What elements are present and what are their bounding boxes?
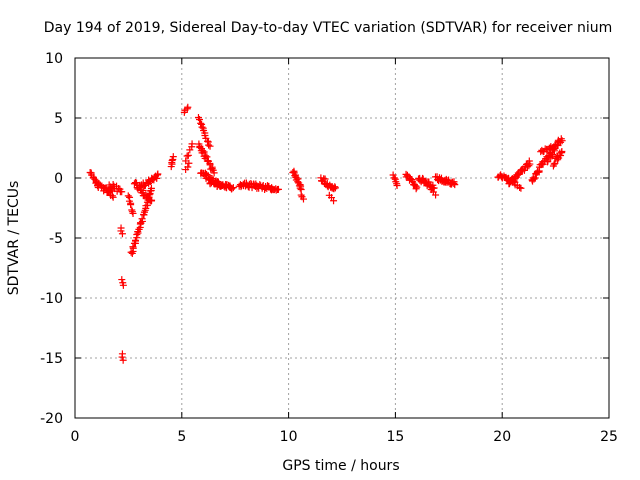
data-point	[184, 163, 192, 171]
data-point	[515, 170, 523, 178]
axis-ticks: 0 5 10 15 20 25 -20 -15 -10 -5 0 5 10	[40, 51, 618, 445]
data-point	[390, 174, 398, 182]
data-point	[331, 184, 339, 192]
data-point	[118, 230, 126, 238]
x-tick-label: 0	[71, 429, 80, 445]
data-point	[184, 103, 192, 111]
data-point	[526, 160, 534, 168]
data-point	[133, 231, 141, 239]
x-axis-label: GPS time / hours	[282, 458, 399, 474]
data-point	[199, 147, 207, 155]
x-tick-label: 5	[177, 429, 186, 445]
data-point	[168, 156, 176, 164]
x-tick-label: 20	[493, 429, 511, 445]
data-point	[129, 244, 137, 252]
data-point	[425, 178, 433, 186]
data-point	[138, 215, 146, 223]
data-point	[450, 178, 458, 186]
data-point	[451, 181, 459, 189]
data-point	[551, 159, 559, 167]
data-point	[330, 197, 338, 205]
x-tick-label: 15	[386, 429, 404, 445]
data-point	[124, 192, 132, 200]
data-point	[147, 184, 155, 192]
x-tick-label: 25	[600, 429, 618, 445]
data-point	[208, 163, 216, 171]
data-point	[137, 219, 145, 227]
y-tick-label: 0	[54, 171, 63, 187]
data-point	[299, 195, 307, 203]
data-point	[558, 137, 566, 145]
y-tick-label: 10	[45, 51, 63, 67]
data-point	[198, 123, 206, 131]
data-point	[228, 185, 236, 193]
data-point	[109, 193, 117, 201]
y-tick-label: -20	[40, 411, 63, 427]
data-point	[118, 353, 126, 361]
data-point	[557, 138, 565, 146]
data-point	[127, 201, 135, 209]
data-point	[516, 184, 524, 192]
data-point	[297, 191, 305, 199]
data-point	[108, 192, 116, 200]
data-point	[153, 174, 161, 182]
data-point	[517, 184, 525, 192]
data-point	[129, 209, 137, 217]
y-tick-label: 5	[54, 111, 63, 127]
data-point	[128, 208, 136, 216]
data-point	[432, 191, 440, 199]
y-axis-label: SDTVAR / TECUs	[6, 181, 22, 296]
data-point	[550, 160, 558, 168]
data-point	[203, 170, 211, 178]
data-point	[520, 166, 528, 174]
data-point	[118, 276, 126, 284]
data-point	[197, 119, 205, 127]
y-tick-label: -15	[40, 351, 63, 367]
data-point	[119, 356, 127, 364]
data-point	[185, 159, 193, 167]
data-point	[132, 237, 140, 245]
data-point	[118, 188, 126, 196]
y-tick-label: -5	[49, 231, 63, 247]
data-point	[393, 181, 401, 189]
data-point	[169, 153, 177, 161]
grid	[75, 58, 609, 418]
plot-border	[74, 57, 610, 419]
data-point	[274, 185, 282, 193]
data-point	[205, 141, 213, 149]
data-point	[445, 176, 453, 184]
data-points	[86, 103, 566, 364]
data-point	[102, 184, 110, 192]
data-point	[195, 116, 203, 124]
data-point	[148, 196, 156, 204]
data-point	[545, 153, 553, 161]
data-point	[204, 137, 212, 145]
data-point	[119, 281, 127, 289]
data-point	[557, 152, 565, 160]
data-point	[549, 151, 557, 159]
data-point	[229, 184, 237, 192]
data-point	[184, 151, 192, 159]
data-point	[413, 183, 421, 191]
chart-title: Day 194 of 2019, Sidereal Day-to-day VTE…	[44, 20, 613, 36]
data-point	[188, 140, 196, 148]
data-point	[331, 183, 339, 191]
data-point	[558, 148, 566, 156]
data-point	[419, 174, 427, 182]
data-point	[154, 170, 162, 178]
data-point	[206, 142, 214, 150]
data-point	[202, 152, 210, 160]
y-tick-label: -10	[40, 291, 63, 307]
data-point	[530, 175, 538, 183]
data-point	[412, 185, 420, 193]
x-tick-label: 10	[280, 429, 298, 445]
data-point	[321, 175, 329, 183]
data-point	[210, 169, 218, 177]
